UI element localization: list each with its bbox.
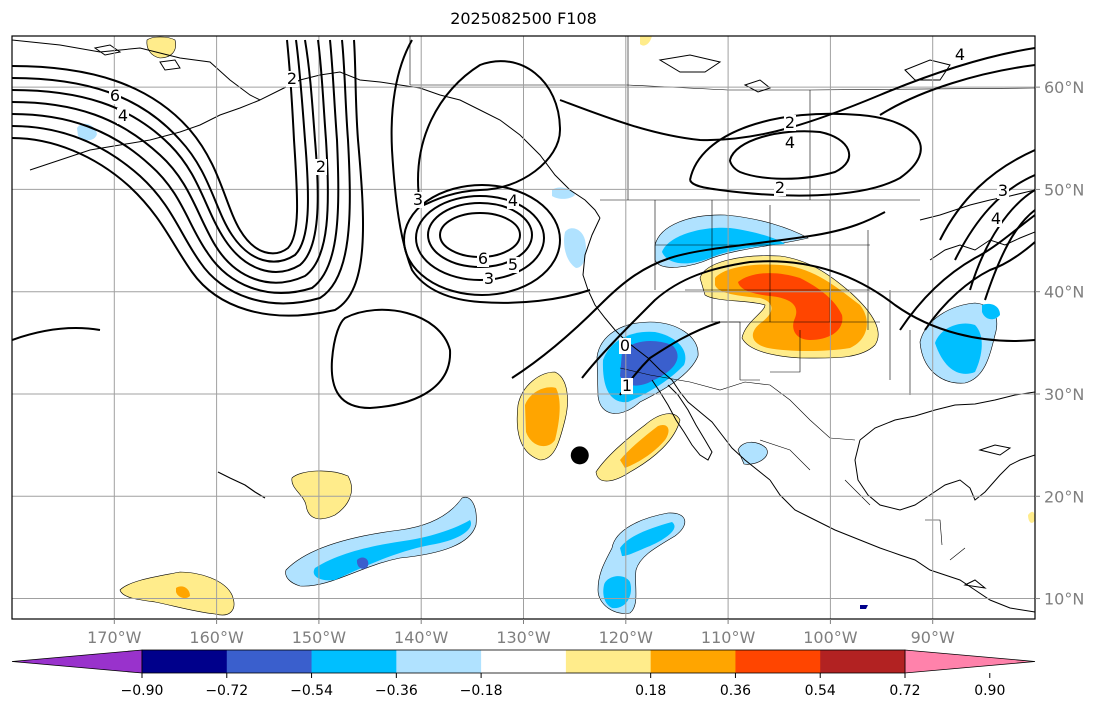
contour-label: 5 [508,255,518,274]
colorbar-tick-label: 0.72 [889,683,920,699]
lon-tick-label: 170°W [87,628,142,647]
contour-label-bg [412,192,424,208]
colorbar-extend-min [11,649,143,674]
colorbar-segment [226,650,313,673]
contour-label-bg [286,71,298,87]
latitude-axis: 60°N 50°N 40°N 30°N 20°N 10°N [1035,78,1084,609]
contour-label: 4 [508,191,518,210]
colorbar-segment [565,650,652,673]
contour-label-bg [477,251,489,267]
contour-label: 4 [785,133,795,152]
contour-label: 4 [991,209,1001,228]
colorbar: −0.90 −0.72 −0.54 −0.36 −0.18 0.18 0.36 0.54 0.7… [11,649,1036,699]
colorbar-segment [735,650,821,673]
contour-label-bg [507,193,519,209]
colorbar-tick-label: 0.18 [635,683,666,699]
lon-tick-label: 130°W [496,628,551,647]
contour-label: 0 [620,336,630,355]
contour-label-bg [109,88,121,104]
map-title: 2025082500 F108 [450,9,597,28]
gridlines [12,36,1035,619]
colorbar-tick-label: −0.90 [121,683,164,699]
colorbar-tick-label: 0.36 [720,683,751,699]
lon-tick-label: 90°W [911,628,955,647]
contour-label: 1 [622,376,632,395]
contour-label: 3 [413,190,423,209]
lon-tick-label: 140°W [394,628,449,647]
lat-tick-label: 50°N [1044,180,1084,199]
contour-label: 2 [785,113,795,132]
colorbar-segment [142,650,228,673]
colorbar-tick-label: −0.18 [460,683,503,699]
colorbar-tick-label: −0.54 [290,683,333,699]
colorbar-segment [311,650,397,673]
location-marker [570,446,589,465]
positive-anomaly-regions [119,36,1035,616]
lon-tick-label: 110°W [701,628,756,647]
colorbar-tick-label: 0.54 [805,683,836,699]
lat-tick-label: 30°N [1044,385,1084,404]
contour-label-bg [774,180,786,196]
colorbar-frame [141,649,906,674]
lat-tick-label: 60°N [1044,78,1084,97]
coastlines [12,39,1035,613]
contour-label: 2 [287,69,297,88]
colorbar-tick-label: 0.90 [974,683,1005,699]
contour-label: 3 [998,181,1008,200]
contour-label: 6 [110,86,120,105]
lat-tick-label: 20°N [1044,487,1084,506]
colorbar-tick-label: −0.72 [205,683,248,699]
lon-tick-label: 120°W [599,628,654,647]
colorbar-segment [650,650,736,673]
contour-label: 2 [316,157,326,176]
lat-tick-label: 40°N [1044,283,1084,302]
contour-label-bg [621,378,633,394]
colorbar-extend-max [904,649,1036,674]
colorbar-tick-label: −0.36 [375,683,418,699]
contour-label-bg [117,108,129,124]
colorbar-segment [481,650,567,673]
contour-label: 4 [118,106,128,125]
contour-label-bg [483,271,495,287]
lon-tick-label: 150°W [292,628,347,647]
contour-label-bg [507,257,519,273]
contour-label: 2 [775,178,785,197]
contour-label: 6 [478,249,488,268]
contour-label-bg [315,159,327,175]
contour-label-bg [990,211,1002,227]
lon-tick-label: 100°W [803,628,858,647]
contour-label: 4 [955,45,965,64]
lat-tick-label: 10°N [1044,590,1084,609]
lon-tick-label: 160°W [189,628,244,647]
contour-label-bg [784,115,796,131]
colorbar-segment [820,650,906,673]
longitude-axis: 170°W 160°W 150°W 140°W 130°W 120°W 110°W 100°W… [87,619,955,647]
contour-label: 3 [484,269,494,288]
contour-label-bg [954,47,966,63]
contour-lines [12,39,1035,410]
contour-label-bg [619,338,631,354]
colorbar-segment [396,650,482,673]
contour-label-bg [784,135,796,151]
contour-label-bg [997,183,1009,199]
